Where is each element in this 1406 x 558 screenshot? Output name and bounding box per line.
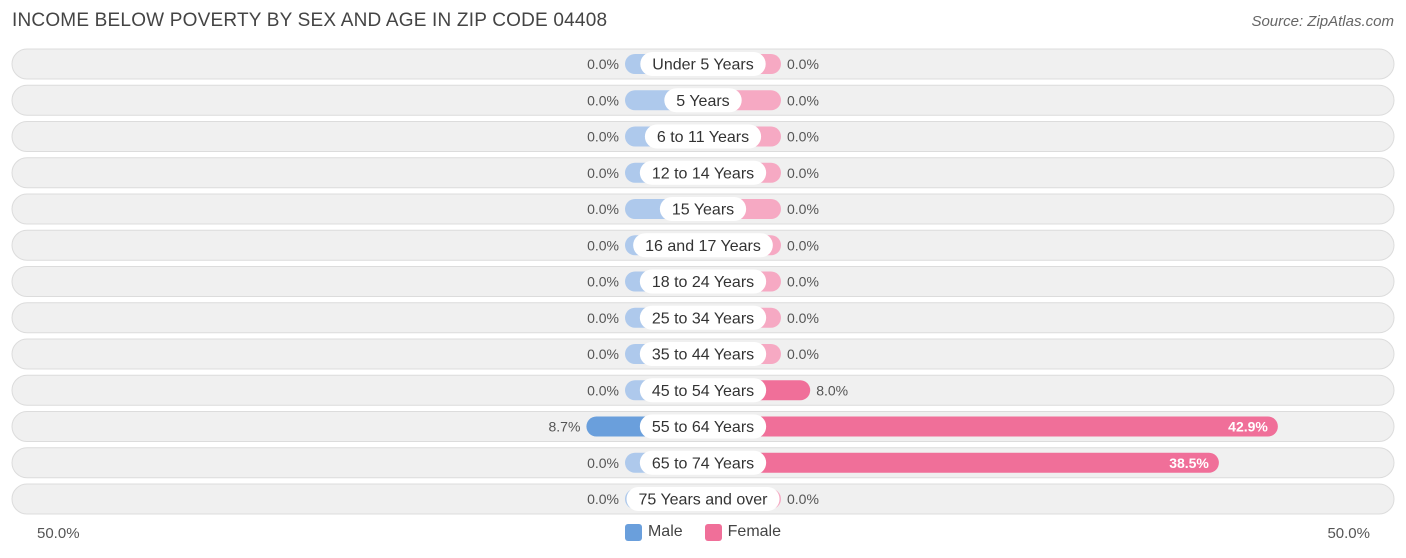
value-label-male: 0.0% (587, 129, 619, 145)
category-pill (664, 88, 742, 113)
category-label: 55 to 64 Years (652, 419, 754, 436)
category-pill (659, 197, 747, 221)
category-pill (640, 52, 766, 76)
category-pill (639, 450, 767, 475)
bar-female (703, 452, 1219, 473)
value-label-male: 8.7% (548, 419, 580, 435)
value-label-female: 0.0% (787, 310, 819, 326)
category-label: 75 Years and over (639, 492, 769, 509)
category-pill (639, 160, 767, 185)
category-label: 25 to 34 Years (652, 310, 754, 327)
legend-label-male: Male (647, 523, 683, 540)
value-label-male: 0.0% (587, 92, 619, 108)
category-label: 5 Years (676, 93, 729, 110)
value-label-male: 0.0% (587, 382, 619, 398)
value-label-male: 0.0% (587, 237, 619, 253)
category-pill (639, 414, 767, 439)
value-label-male: 0.0% (587, 201, 619, 217)
value-label-male: 0.0% (587, 346, 619, 362)
chart-canvas: Under 5 Years 0.0% 0.0% 5 Years 0.0% 0.0% 6 to… (11, 48, 1395, 515)
category-pill (639, 305, 767, 330)
axis-left-label: 50.0% (37, 525, 80, 542)
category-label: 6 to 11 Years (657, 129, 749, 146)
value-label-female: 0.0% (787, 56, 819, 72)
category-pill (639, 269, 767, 294)
value-label-female: 0.0% (787, 237, 819, 253)
category-label: 15 Years (672, 202, 734, 219)
value-label-female: 8.0% (816, 382, 848, 398)
legend-swatch-female (704, 523, 722, 541)
value-label-male: 0.0% (587, 56, 619, 72)
value-label-male: 0.0% (587, 274, 619, 290)
value-label-female: 0.0% (787, 491, 819, 507)
value-label-female: 0.0% (787, 92, 819, 108)
category-label: 12 to 14 Years (652, 165, 754, 182)
value-label-male: 0.0% (587, 455, 619, 471)
legend-label-female: Female (727, 523, 782, 540)
category-pill (633, 233, 773, 258)
bar-female (703, 416, 1278, 437)
source-label: Source: ZipAtlas.com (1251, 13, 1394, 30)
value-label-male: 0.0% (587, 310, 619, 326)
value-label-female: 0.0% (787, 274, 819, 290)
category-pill (639, 378, 767, 403)
value-label-female: 0.0% (787, 346, 819, 362)
value-label-female: 42.9% (1228, 419, 1268, 435)
category-label: 45 to 54 Years (652, 383, 754, 400)
category-pill (639, 342, 767, 366)
value-label-male: 0.0% (587, 165, 619, 181)
value-label-female: 0.0% (787, 165, 819, 181)
category-label: 65 to 74 Years (652, 455, 754, 472)
category-label: 35 to 44 Years (652, 347, 754, 364)
value-label-female: 38.5% (1169, 455, 1209, 471)
chart-title: INCOME BELOW POVERTY BY SEX AND AGE IN Z… (12, 10, 608, 31)
value-label-female: 0.0% (787, 129, 819, 145)
category-label: 16 and 17 Years (645, 238, 761, 255)
legend: Male Female (0, 523, 1406, 541)
legend-swatch-male (624, 523, 642, 541)
category-pill (644, 124, 762, 149)
value-label-male: 0.0% (587, 491, 619, 507)
legend-item-female: Female (704, 523, 782, 541)
category-pill (626, 487, 780, 511)
category-label: 18 to 24 Years (652, 274, 754, 291)
legend-item-male: Male (624, 523, 683, 541)
axis-right-label: 50.0% (1327, 525, 1370, 542)
value-label-female: 0.0% (787, 201, 819, 217)
category-label: Under 5 Years (652, 57, 753, 74)
